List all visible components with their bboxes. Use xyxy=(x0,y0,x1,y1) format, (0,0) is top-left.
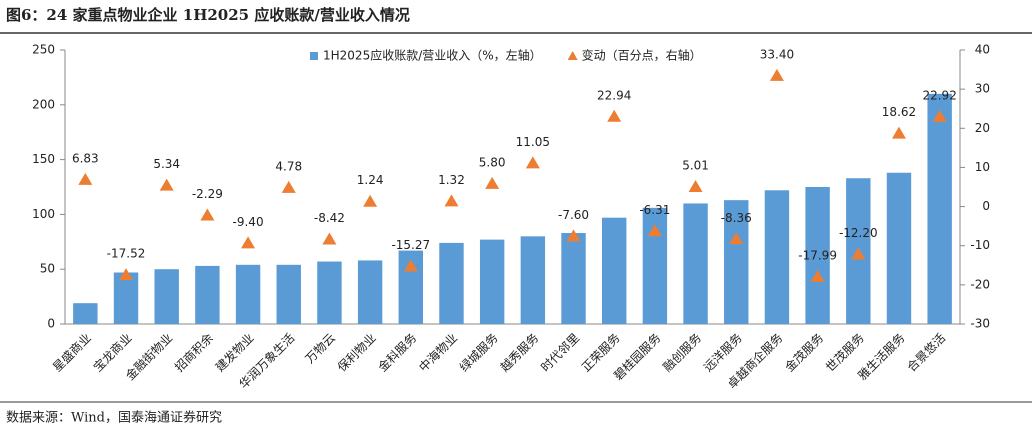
data-label: 33.40 xyxy=(760,47,794,61)
marker xyxy=(444,194,459,207)
x-tick-label: 越秀服务 xyxy=(497,330,542,375)
marker xyxy=(241,236,256,249)
marker xyxy=(810,269,825,282)
x-tick-label: 融创服务 xyxy=(660,330,705,375)
y2-tick-label: -20 xyxy=(970,277,990,291)
bar xyxy=(561,233,586,324)
marker xyxy=(891,126,906,139)
legend-label: 变动（百分点，右轴） xyxy=(582,48,702,63)
marker xyxy=(607,109,622,122)
bar xyxy=(683,203,708,324)
data-label: -9.40 xyxy=(233,215,264,229)
x-tick-label: 招商积余 xyxy=(171,330,216,375)
bar xyxy=(927,93,952,324)
marker xyxy=(525,156,540,169)
y-tick-label: 150 xyxy=(32,152,55,166)
data-label: -12.20 xyxy=(839,226,878,240)
marker xyxy=(851,247,866,260)
marker xyxy=(200,208,215,221)
marker xyxy=(363,194,378,207)
y-tick-label: 50 xyxy=(40,262,55,276)
x-tick-label: 星盛商业 xyxy=(49,330,94,375)
data-label: 1.32 xyxy=(438,173,465,187)
y-tick-label: 100 xyxy=(32,207,55,221)
bar xyxy=(602,217,627,324)
bar xyxy=(317,261,342,324)
y2-tick-label: 40 xyxy=(975,43,990,57)
bar xyxy=(764,190,790,324)
marker xyxy=(566,229,581,242)
bar xyxy=(357,260,383,324)
data-label: 22.94 xyxy=(597,88,631,102)
bar xyxy=(724,200,749,324)
marker xyxy=(932,109,947,122)
data-label: 4.78 xyxy=(275,159,302,173)
x-tick-label: 合景悠活 xyxy=(904,330,949,375)
y-tick-label: 0 xyxy=(47,317,55,331)
marker xyxy=(159,178,174,191)
marker xyxy=(485,176,500,189)
x-tick-label: 中海物业 xyxy=(416,330,461,375)
bar xyxy=(886,172,912,324)
x-tick-label: 万物云 xyxy=(303,331,338,366)
data-label: -15.27 xyxy=(391,238,430,252)
y-tick-label: 200 xyxy=(32,97,55,111)
x-tick-label: 保利物业 xyxy=(335,331,379,375)
marker xyxy=(769,68,784,81)
bar xyxy=(195,265,220,324)
marker xyxy=(119,268,134,281)
legend-swatch xyxy=(310,52,318,60)
bar xyxy=(805,187,830,324)
legend-label: 1H2025应收账款/营业收入（%，左轴） xyxy=(323,48,542,63)
bar xyxy=(154,269,179,324)
bar xyxy=(73,303,98,324)
y2-tick-label: -10 xyxy=(970,238,990,252)
data-label: 18.62 xyxy=(882,105,916,119)
data-label: -8.42 xyxy=(314,211,345,225)
bar xyxy=(520,236,546,324)
y2-tick-label: 10 xyxy=(975,160,990,174)
y2-tick-label: -30 xyxy=(970,317,990,331)
bar xyxy=(479,239,505,324)
data-label: -6.31 xyxy=(639,203,670,217)
x-tick-label: 时代邻里 xyxy=(538,331,582,375)
x-tick-label: 绿城服务 xyxy=(456,330,501,375)
y-tick-label: 250 xyxy=(32,43,55,57)
data-label: -2.29 xyxy=(192,187,223,201)
bar xyxy=(276,264,301,324)
marker xyxy=(403,259,418,272)
data-label: -8.36 xyxy=(721,211,752,225)
data-label: 11.05 xyxy=(516,135,550,149)
y2-tick-label: 0 xyxy=(982,199,990,213)
data-label: 5.80 xyxy=(479,155,506,169)
data-label: 1.24 xyxy=(357,173,384,187)
bar xyxy=(439,242,464,324)
data-label: -17.99 xyxy=(798,248,837,262)
source: 数据来源：Wind，国泰海通证券研究 xyxy=(6,410,222,426)
data-label: -17.52 xyxy=(107,247,146,261)
data-label: 22.92 xyxy=(922,88,956,102)
bar xyxy=(113,272,139,324)
data-label: 6.83 xyxy=(72,151,99,165)
y2-tick-label: 30 xyxy=(975,82,990,96)
data-label: 5.01 xyxy=(682,158,709,172)
x-tick-label: 金科服务 xyxy=(375,330,420,375)
marker xyxy=(322,232,337,245)
marker xyxy=(647,224,662,237)
data-label: 5.34 xyxy=(153,157,180,171)
marker xyxy=(281,180,296,193)
x-tick-label: 金茂服务 xyxy=(782,330,827,375)
chart-title: 图6：24 家重点物业企业 1H2025 应收账款/营业收入情况 xyxy=(6,6,410,24)
marker xyxy=(688,179,703,192)
marker xyxy=(78,172,93,185)
bar xyxy=(235,264,261,324)
legend-swatch xyxy=(567,51,578,60)
data-label: -7.60 xyxy=(558,208,589,222)
y2-tick-label: 20 xyxy=(975,121,990,135)
marker xyxy=(729,232,744,245)
